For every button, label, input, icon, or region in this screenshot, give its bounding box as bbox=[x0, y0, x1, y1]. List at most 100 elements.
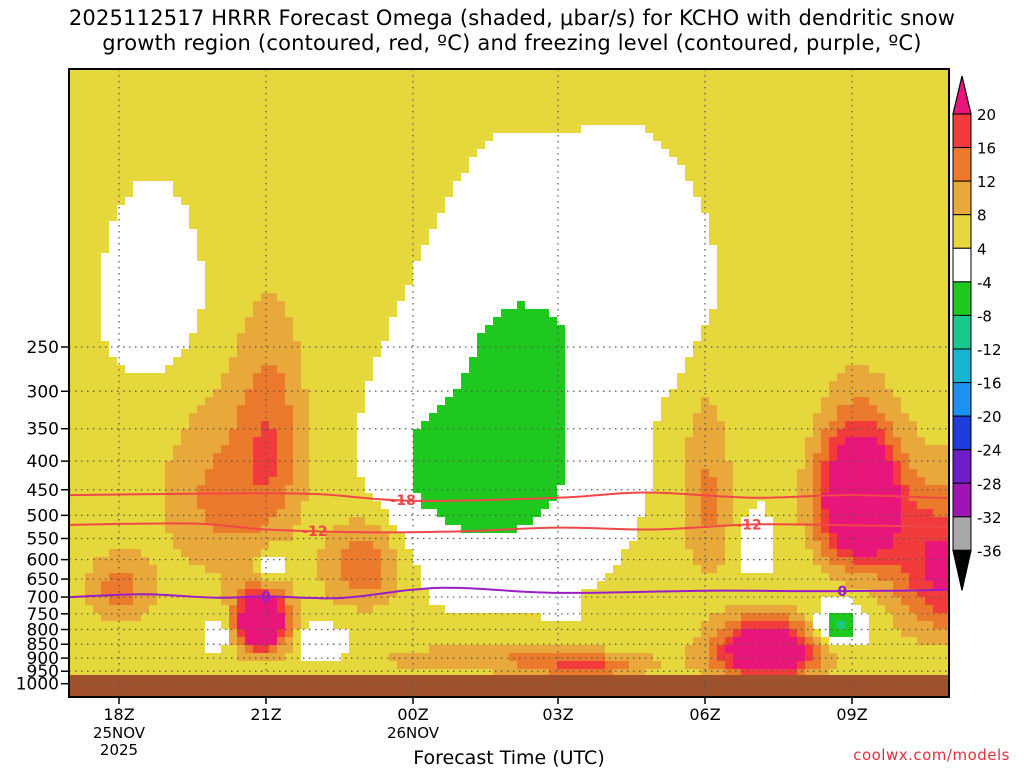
omega-cell bbox=[557, 437, 566, 446]
omega-cell bbox=[157, 205, 166, 214]
omega-cell bbox=[309, 509, 318, 518]
omega-cell bbox=[245, 605, 254, 614]
omega-cell bbox=[157, 253, 166, 262]
omega-cell bbox=[229, 421, 238, 430]
omega-cell bbox=[381, 325, 390, 334]
omega-cell bbox=[381, 597, 390, 606]
omega-cell bbox=[93, 333, 102, 342]
omega-cell bbox=[453, 133, 462, 142]
omega-cell bbox=[237, 405, 246, 414]
omega-cell bbox=[429, 429, 438, 438]
omega-cell bbox=[93, 117, 102, 126]
omega-cell bbox=[533, 237, 542, 246]
omega-cell bbox=[221, 629, 230, 638]
omega-cell bbox=[261, 453, 270, 462]
omega-cell bbox=[389, 269, 398, 278]
omega-cell bbox=[469, 125, 478, 134]
omega-cell bbox=[101, 373, 110, 382]
omega-cell bbox=[93, 125, 102, 134]
omega-cell bbox=[549, 109, 558, 118]
omega-cell bbox=[445, 437, 454, 446]
omega-cell bbox=[333, 149, 342, 158]
omega-cell bbox=[533, 429, 542, 438]
omega-cell bbox=[133, 477, 142, 486]
omega-cell bbox=[461, 197, 470, 206]
omega-cell bbox=[469, 213, 478, 222]
omega-cell bbox=[373, 661, 382, 670]
omega-cell bbox=[461, 221, 470, 230]
omega-cell bbox=[205, 445, 214, 454]
omega-cell bbox=[493, 565, 502, 574]
omega-cell bbox=[397, 141, 406, 150]
omega-cell bbox=[549, 349, 558, 358]
omega-cell bbox=[189, 269, 198, 278]
omega-cell bbox=[437, 293, 446, 302]
omega-cell bbox=[157, 485, 166, 494]
omega-cell bbox=[309, 277, 318, 286]
omega-cell bbox=[101, 629, 110, 638]
omega-cell bbox=[349, 341, 358, 350]
omega-cell bbox=[109, 333, 118, 342]
omega-cell bbox=[85, 261, 94, 270]
omega-cell bbox=[381, 261, 390, 270]
omega-cell bbox=[93, 301, 102, 310]
omega-cell bbox=[229, 365, 238, 374]
omega-cell bbox=[557, 429, 566, 438]
omega-cell bbox=[469, 165, 478, 174]
omega-cell bbox=[509, 301, 518, 310]
omega-cell bbox=[77, 277, 86, 286]
omega-cell bbox=[77, 549, 86, 558]
omega-cell bbox=[77, 365, 86, 374]
omega-cell bbox=[301, 173, 310, 182]
omega-cell bbox=[501, 653, 510, 662]
omega-cell bbox=[525, 461, 534, 470]
omega-cell bbox=[165, 141, 174, 150]
omega-cell bbox=[357, 453, 366, 462]
omega-cell bbox=[373, 453, 382, 462]
omega-cell bbox=[485, 237, 494, 246]
omega-cell bbox=[549, 205, 558, 214]
omega-cell bbox=[357, 117, 366, 126]
omega-cell bbox=[93, 133, 102, 142]
omega-cell bbox=[205, 421, 214, 430]
omega-cell bbox=[309, 197, 318, 206]
omega-cell bbox=[309, 181, 318, 190]
omega-cell bbox=[517, 101, 526, 110]
omega-cell bbox=[525, 277, 534, 286]
omega-cell bbox=[101, 597, 110, 606]
omega-cell bbox=[293, 517, 302, 526]
omega-cell bbox=[341, 453, 350, 462]
omega-cell bbox=[237, 669, 246, 678]
omega-cell bbox=[301, 309, 310, 318]
omega-cell bbox=[101, 181, 110, 190]
omega-cell bbox=[213, 309, 222, 318]
omega-cell bbox=[301, 117, 310, 126]
omega-cell bbox=[125, 557, 134, 566]
omega-cell bbox=[205, 229, 214, 238]
omega-cell bbox=[525, 557, 534, 566]
omega-cell bbox=[453, 549, 462, 558]
omega-cell bbox=[141, 365, 150, 374]
omega-cell bbox=[397, 413, 406, 422]
omega-cell bbox=[325, 85, 334, 94]
omega-cell bbox=[517, 645, 526, 654]
omega-cell bbox=[501, 317, 510, 326]
omega-cell bbox=[453, 261, 462, 270]
omega-cell bbox=[517, 405, 526, 414]
omega-cell bbox=[309, 69, 318, 78]
omega-cell bbox=[325, 549, 334, 558]
omega-cell bbox=[277, 205, 286, 214]
omega-cell bbox=[421, 445, 430, 454]
omega-cell bbox=[197, 317, 206, 326]
omega-cell bbox=[213, 669, 222, 678]
omega-cell bbox=[165, 205, 174, 214]
omega-cell bbox=[133, 221, 142, 230]
omega-cell bbox=[125, 221, 134, 230]
omega-cell bbox=[333, 429, 342, 438]
omega-cell bbox=[389, 621, 398, 630]
omega-cell bbox=[341, 237, 350, 246]
omega-cell bbox=[221, 93, 230, 102]
omega-cell bbox=[237, 453, 246, 462]
omega-cell bbox=[133, 325, 142, 334]
omega-cell bbox=[309, 413, 318, 422]
